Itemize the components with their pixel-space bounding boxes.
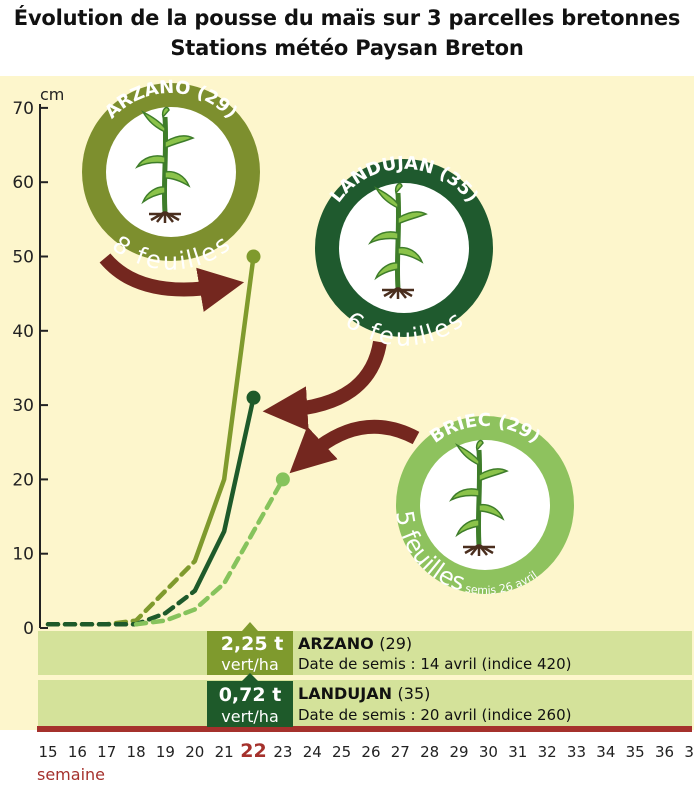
x-tick-label: 31 (508, 743, 527, 761)
x-tick-label: 26 (361, 743, 380, 761)
series-solid-line (192, 397, 256, 592)
arrow-arzano (99, 253, 245, 312)
y-tick-label: 20 (12, 470, 34, 490)
yield-box-arzano: 2,25 t vert/ha (207, 622, 293, 675)
x-tick-label: 18 (127, 743, 146, 761)
x-tick-label: 20 (185, 743, 204, 761)
series-dashed-line (45, 588, 198, 627)
info-date-arzano: Date de semis : 14 avril (indice 420) (298, 655, 572, 673)
x-tick-label: 24 (303, 743, 322, 761)
x-tick-label: 25 (332, 743, 351, 761)
info-name-landujan: LANDUJAN (35) (298, 684, 430, 703)
x-tick-label: 27 (391, 743, 410, 761)
badge-arzano: ARZANO (29) 8 feuilles (82, 77, 260, 276)
yield-box-landujan: 0,72 t vert/ha (207, 673, 293, 727)
info-band-landujan (38, 680, 692, 726)
badge-briec: BRIEC (29) 5 feuilles - semis 26 avril (390, 410, 574, 597)
x-tick-label: 17 (97, 743, 116, 761)
x-tick-label: 19 (156, 743, 175, 761)
series-layer (45, 249, 290, 627)
series-1 (45, 390, 261, 627)
yield-value-landujan: 0,72 t (219, 684, 282, 706)
yield-unit-landujan: vert/ha (221, 707, 279, 726)
y-axis-unit: cm (40, 85, 64, 104)
chart-subtitle: Stations météo Paysan Breton (170, 36, 524, 60)
series-end-point (246, 249, 261, 264)
x-axis-baseline (37, 726, 692, 732)
x-tick-label: 37 (684, 743, 694, 761)
info-band-arzano (38, 631, 692, 675)
yield-unit-arzano: vert/ha (221, 655, 279, 674)
series-end-point (275, 472, 290, 487)
x-tick-label: 15 (38, 743, 57, 761)
chart-title: Évolution de la pousse du maïs sur 3 par… (13, 6, 681, 30)
x-tick-label: 29 (449, 743, 468, 761)
y-tick-label: 40 (12, 322, 34, 342)
x-tick-label: 16 (68, 743, 87, 761)
x-tick-label: 36 (655, 743, 674, 761)
yield-value-arzano: 2,25 t (221, 633, 284, 655)
arrow-briec (289, 419, 420, 474)
arrow-landujan (262, 340, 387, 432)
y-tick-label: 70 (12, 99, 34, 119)
series-2 (133, 472, 290, 627)
x-tick-group: 15 16 17 18 19 20 21 22 23 24 25 26 27 28 29 30 31 32 33 34… (38, 740, 694, 762)
x-tick-label: 32 (538, 743, 557, 761)
y-tick-label: 0 (23, 619, 34, 639)
x-tick-label: 28 (420, 743, 439, 761)
y-tick-label: 10 (12, 545, 34, 565)
x-tick-label: 21 (215, 743, 234, 761)
y-tick-group: 0 10 20 30 40 50 60 70 (12, 99, 48, 639)
x-tick-label: 35 (626, 743, 645, 761)
x-tick-label: 30 (479, 743, 498, 761)
x-tick-label: 23 (273, 743, 292, 761)
series-end-point (246, 390, 261, 405)
info-name-arzano: ARZANO (29) (298, 634, 412, 653)
x-tick-label: 22 (240, 740, 266, 762)
x-tick-label: 34 (596, 743, 615, 761)
series-solid-line (192, 256, 256, 562)
y-tick-label: 50 (12, 248, 34, 268)
x-tick-label: 33 (567, 743, 586, 761)
y-tick-label: 60 (12, 173, 34, 193)
x-axis-label: semaine (37, 765, 105, 784)
y-tick-label: 30 (12, 396, 34, 416)
series-dashed-line (133, 477, 286, 627)
info-date-landujan: Date de semis : 20 avril (indice 260) (298, 706, 572, 724)
